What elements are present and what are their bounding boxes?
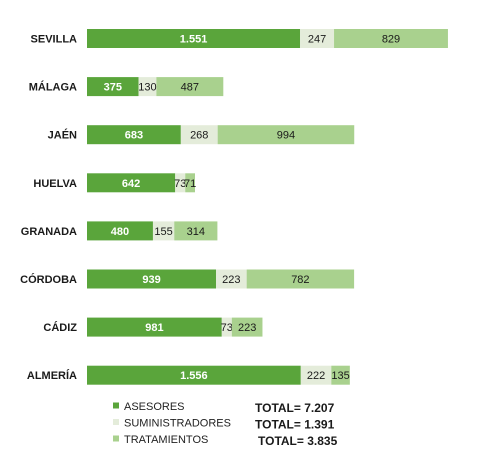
data-label-tratamientos-jaen: 994 bbox=[277, 130, 295, 142]
data-label-suministradores-granada: 155 bbox=[154, 226, 172, 238]
bar-tratamientos-huelva bbox=[185, 173, 195, 193]
data-label-tratamientos-cadiz: 223 bbox=[238, 322, 256, 334]
data-label-tratamientos-huelva: 71 bbox=[184, 178, 196, 190]
data-label-asesores-malaga: 375 bbox=[104, 82, 122, 94]
data-label-suministradores-huelva: 73 bbox=[174, 178, 186, 190]
bars-layer: SEVILLA 1.551 247 829 MÁLAGA 375 130 487 JAÉN 683… bbox=[20, 29, 448, 385]
bar-asesores-jaen bbox=[87, 125, 181, 145]
data-label-tratamientos-cordoba: 782 bbox=[291, 274, 309, 286]
bar-asesores-sevilla bbox=[87, 29, 301, 48]
bar-tratamientos-granada bbox=[174, 221, 218, 241]
bar-asesores-granada bbox=[87, 221, 153, 241]
data-label-tratamientos-almeria: 135 bbox=[331, 370, 349, 382]
category-label-sevilla: SEVILLA bbox=[31, 34, 78, 46]
legend-swatch-suministradores bbox=[113, 419, 119, 425]
bar-asesores-almeria bbox=[87, 365, 301, 385]
category-label-granada: GRANADA bbox=[21, 226, 77, 238]
bar-tratamientos-cadiz bbox=[231, 317, 263, 337]
bar-asesores-cordoba bbox=[87, 269, 217, 289]
category-label-malaga: MÁLAGA bbox=[29, 81, 77, 94]
data-label-tratamientos-malaga: 487 bbox=[181, 82, 199, 94]
bar-suministradores-jaen bbox=[180, 125, 218, 145]
legend-label-tratamientos: TRATAMIENTOS bbox=[124, 434, 208, 446]
data-label-asesores-cadiz: 981 bbox=[145, 322, 163, 334]
legend-label-suministradores: SUMINISTRADORES bbox=[124, 418, 231, 430]
total-suministradores: TOTAL= 1.391 bbox=[255, 418, 335, 432]
data-label-asesores-almeria: 1.556 bbox=[180, 370, 208, 382]
data-label-asesores-sevilla: 1.551 bbox=[180, 34, 208, 46]
bar-suministradores-almeria bbox=[300, 365, 332, 385]
category-label-cordoba: CÓRDOBA bbox=[20, 273, 77, 286]
legend-label-asesores: ASESORES bbox=[124, 401, 185, 413]
legend-swatch-asesores bbox=[113, 402, 119, 409]
data-label-asesores-cordoba: 939 bbox=[142, 274, 160, 286]
data-label-asesores-huelva: 642 bbox=[122, 178, 140, 190]
bar-suministradores-granada bbox=[152, 221, 175, 241]
data-label-suministradores-cadiz: 73 bbox=[221, 322, 233, 334]
bar-suministradores-malaga bbox=[138, 77, 157, 97]
bar-tratamientos-malaga bbox=[156, 77, 224, 97]
category-label-jaen: JAÉN bbox=[48, 129, 77, 142]
bar-tratamientos-sevilla bbox=[334, 29, 448, 48]
total-asesores: TOTAL= 7.207 bbox=[255, 401, 335, 415]
data-label-suministradores-jaen: 268 bbox=[190, 130, 208, 142]
total-tratamientos: TOTAL= 3.835 bbox=[258, 434, 338, 448]
category-label-almeria: ALMERÍA bbox=[27, 369, 77, 382]
bar-asesores-huelva bbox=[87, 173, 176, 193]
bar-suministradores-huelva bbox=[175, 173, 186, 193]
bar-suministradores-sevilla bbox=[300, 29, 335, 48]
bar-asesores-malaga bbox=[87, 77, 139, 97]
legend-swatch-tratamientos bbox=[113, 435, 119, 442]
category-label-cadiz: CÁDIZ bbox=[43, 321, 77, 334]
bar-suministradores-cordoba bbox=[216, 269, 247, 289]
category-label-huelva: HUELVA bbox=[33, 178, 77, 190]
data-label-suministradores-malaga: 130 bbox=[138, 82, 156, 94]
data-label-asesores-jaen: 683 bbox=[125, 130, 143, 142]
bar-suministradores-cadiz bbox=[221, 317, 232, 337]
bar-tratamientos-almeria bbox=[331, 365, 350, 385]
data-label-tratamientos-granada: 314 bbox=[187, 226, 205, 238]
legend: ASESORES SUMINISTRADORES TRATAMIENTOS TOTAL… bbox=[113, 401, 338, 448]
data-label-asesores-granada: 480 bbox=[111, 226, 129, 238]
bar-asesores-cadiz bbox=[87, 317, 222, 337]
data-label-suministradores-sevilla: 247 bbox=[308, 34, 326, 46]
data-label-suministradores-cordoba: 223 bbox=[222, 274, 240, 286]
bar-tratamientos-cordoba bbox=[246, 269, 355, 289]
data-label-suministradores-almeria: 222 bbox=[307, 370, 325, 382]
data-label-tratamientos-sevilla: 829 bbox=[382, 34, 400, 46]
bar-tratamientos-jaen bbox=[217, 125, 355, 145]
